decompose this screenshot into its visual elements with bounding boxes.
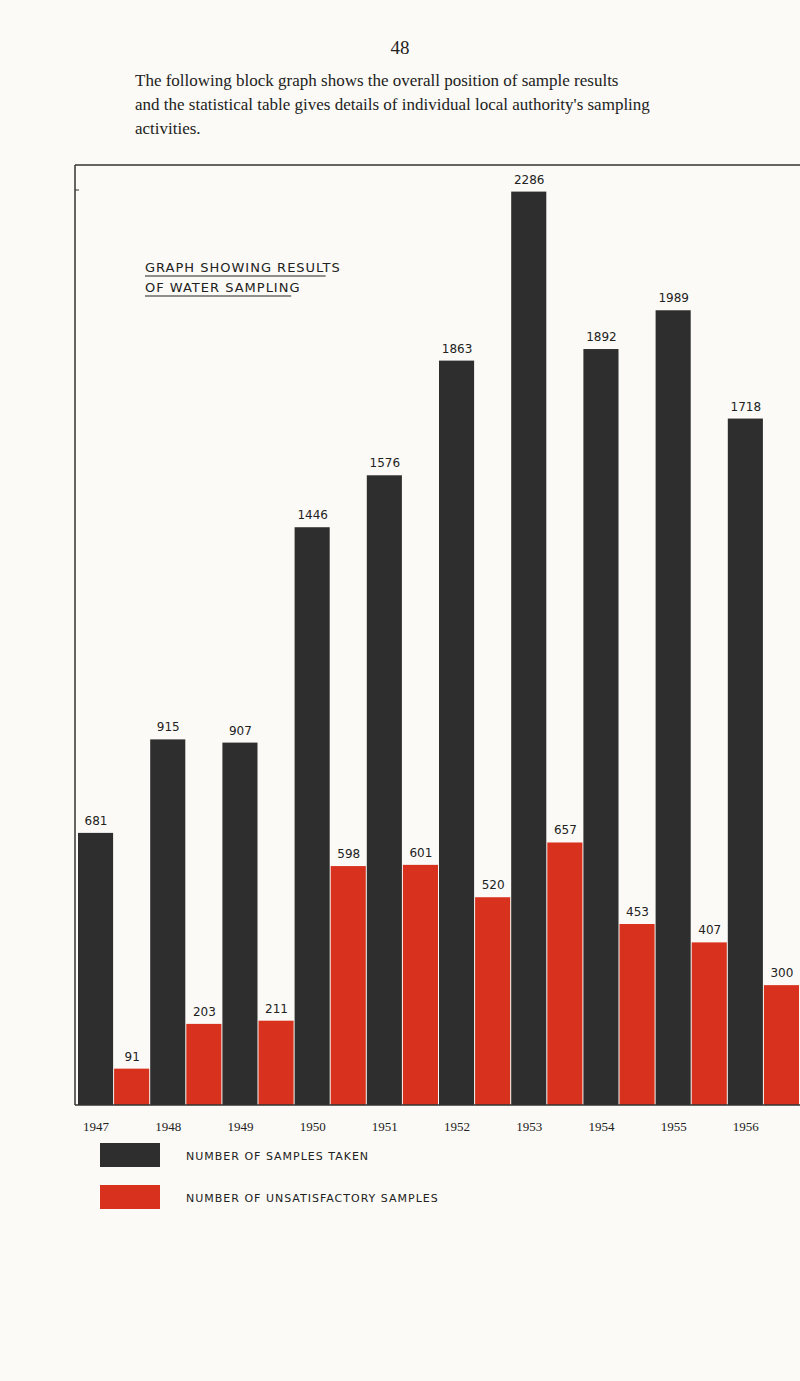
data-label: 1718 <box>731 400 762 414</box>
intro-text: The following block graph shows the over… <box>135 71 618 90</box>
page-number: 48 <box>391 37 410 58</box>
x-tick-label: 1953 <box>516 1119 542 1134</box>
data-label: 203 <box>193 1005 216 1019</box>
bar <box>728 419 763 1105</box>
legend-label: NUMBER OF SAMPLES TAKEN <box>186 1150 369 1163</box>
data-label: 520 <box>482 878 505 892</box>
data-label: 1576 <box>370 456 401 470</box>
bar <box>259 1021 294 1105</box>
x-tick-label: 1956 <box>733 1119 760 1134</box>
data-label: 1863 <box>442 342 473 356</box>
x-tick-label: 1947 <box>83 1119 110 1134</box>
x-tick-label: 1950 <box>300 1119 326 1134</box>
data-label: 2286 <box>514 173 545 187</box>
label-background <box>766 963 797 981</box>
title-underline <box>145 296 291 297</box>
chart-title-line: OF WATER SAMPLING <box>145 280 301 295</box>
bar <box>78 833 113 1105</box>
data-label: 1446 <box>297 508 328 522</box>
legend-swatch <box>100 1185 160 1209</box>
data-label: 907 <box>229 724 252 738</box>
baseline <box>75 1104 800 1106</box>
data-label: 601 <box>409 846 432 860</box>
bar <box>764 985 799 1105</box>
label-background <box>694 920 725 938</box>
label-background <box>622 902 653 920</box>
bar <box>331 866 366 1105</box>
bar <box>403 865 438 1105</box>
data-label: 91 <box>125 1050 140 1064</box>
bar <box>295 527 330 1105</box>
bar <box>511 192 546 1105</box>
bars <box>78 192 799 1105</box>
bar <box>222 743 257 1105</box>
bar <box>186 1024 221 1105</box>
label-background <box>261 999 292 1017</box>
x-tick-label: 1951 <box>372 1119 398 1134</box>
bar <box>656 310 691 1105</box>
bar <box>475 897 510 1105</box>
data-label: 681 <box>85 814 108 828</box>
x-tick-label: 1948 <box>155 1119 181 1134</box>
bar <box>114 1069 149 1105</box>
data-label: 915 <box>157 720 180 734</box>
x-tick-label: 1952 <box>444 1119 470 1134</box>
labels: 681 91 1947 915 203 1948 907 211 1949 1446 598 1950… <box>83 173 798 1134</box>
intro-text: and the statistical table gives details … <box>135 95 650 114</box>
title-underline <box>145 276 326 277</box>
chart-title-line: GRAPH SHOWING RESULTS <box>145 260 341 275</box>
legend-swatch <box>100 1143 160 1167</box>
data-label: 598 <box>337 847 360 861</box>
data-label: 1989 <box>658 291 689 305</box>
legend-label: NUMBER OF UNSATISFACTORY SAMPLES <box>186 1192 439 1205</box>
data-label: 300 <box>770 966 793 980</box>
label-background <box>333 844 364 862</box>
axis-range-end <box>75 190 79 191</box>
intro-text: activities. <box>135 119 201 138</box>
label-background <box>478 875 509 893</box>
bar <box>620 924 655 1105</box>
frame <box>75 164 800 166</box>
data-label: 407 <box>698 923 721 937</box>
chart-title: GRAPH SHOWING RESULTS OF WATER SAMPLING <box>145 260 341 295</box>
label-background <box>189 1002 220 1020</box>
data-label: 211 <box>265 1002 288 1016</box>
bar <box>547 842 582 1105</box>
x-tick-label: 1954 <box>588 1119 615 1134</box>
background <box>0 0 800 1381</box>
page: 48 The following block graph shows the ov… <box>0 0 800 1381</box>
data-label: 1892 <box>586 330 617 344</box>
frame <box>74 165 76 1105</box>
x-tick-label: 1955 <box>661 1119 687 1134</box>
bar <box>367 475 402 1105</box>
x-tick-label: 1949 <box>227 1119 253 1134</box>
label-background <box>405 843 436 861</box>
data-label: 453 <box>626 905 649 919</box>
bar <box>692 942 727 1105</box>
data-label: 657 <box>554 823 577 837</box>
label-background <box>121 1047 144 1065</box>
bar <box>150 739 185 1105</box>
bar <box>439 361 474 1105</box>
bar <box>583 349 618 1105</box>
label-background <box>550 820 581 838</box>
